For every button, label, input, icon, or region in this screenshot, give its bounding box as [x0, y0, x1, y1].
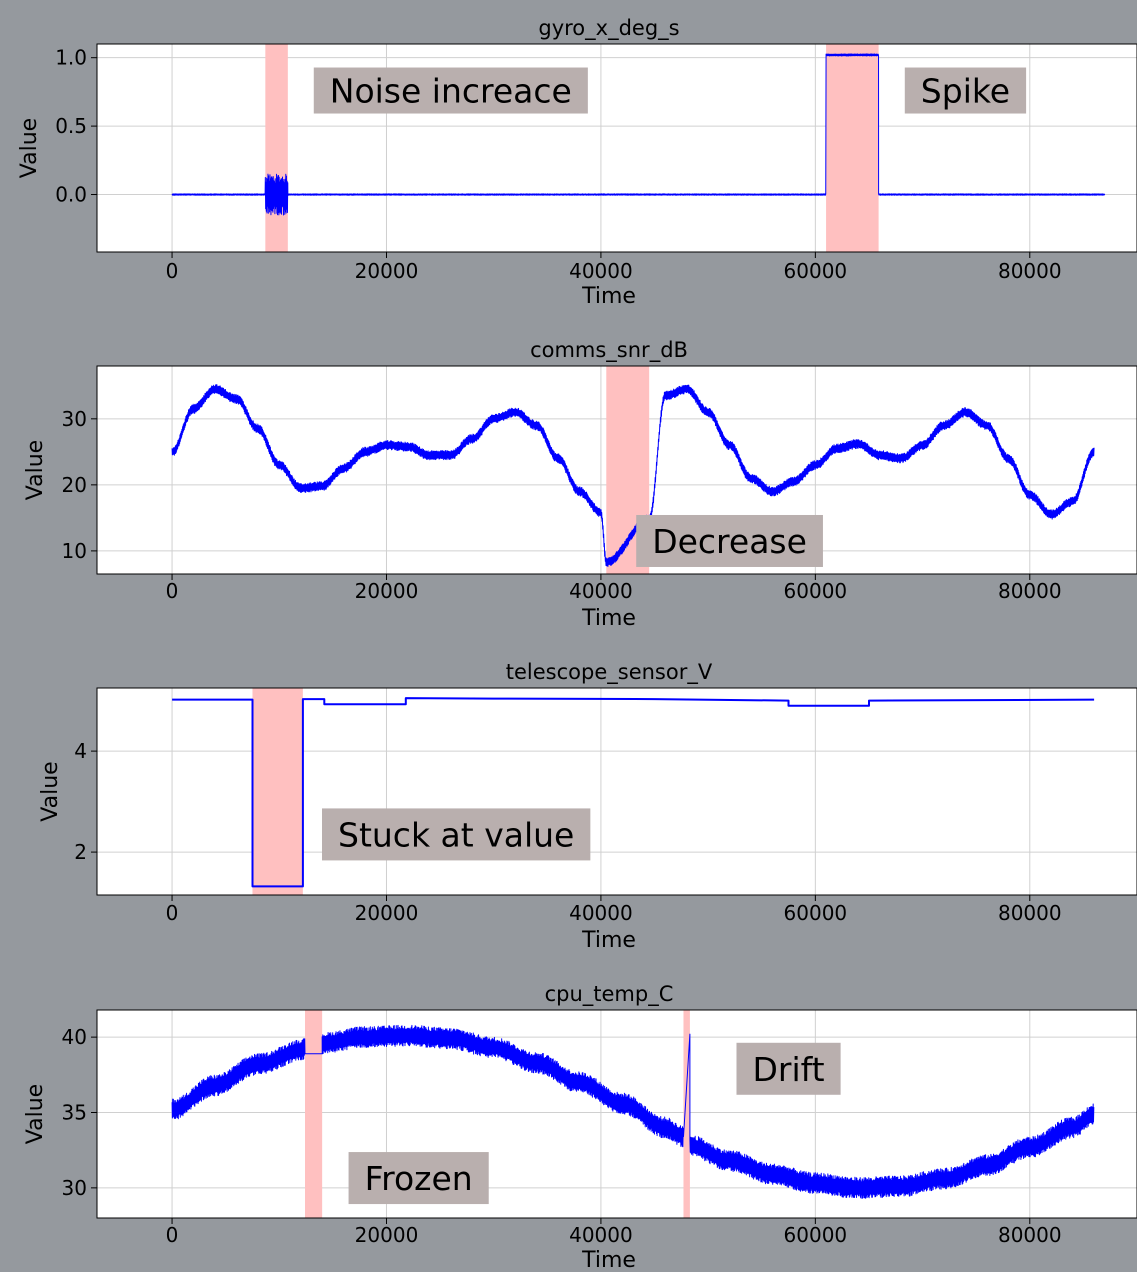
x-tick-label: 60000: [784, 259, 848, 283]
axes-frame: [96, 687, 1137, 896]
anomaly-highlight: [305, 1010, 323, 1218]
y-tick-label: 35: [62, 1100, 87, 1124]
subplot-cpu_temp_C: 0 20000 40000 60000 80000 30 35 40 cpu_temp_C Tim…: [23, 982, 1137, 1272]
annotation-text: Noise increace: [330, 72, 572, 111]
anomaly-highlight: [252, 688, 303, 895]
x-tick-label: 40000: [569, 901, 633, 925]
x-tick-label: 20000: [355, 901, 419, 925]
y-tick-label: 40: [62, 1025, 87, 1049]
annotation-box: [348, 1152, 489, 1205]
y-tick-label: 2: [74, 840, 87, 864]
x-tick-label: 80000: [998, 259, 1062, 283]
anomaly-highlight: [265, 44, 288, 252]
x-tick-label: 40000: [569, 579, 633, 603]
plot-area: [97, 1010, 1137, 1218]
x-tick-label: 60000: [784, 901, 848, 925]
y-tick-label: 0.0: [55, 183, 87, 207]
x-tick-label: 20000: [355, 259, 419, 283]
annotation-label: Frozen: [348, 1152, 489, 1205]
annotation-label: Stuck at value: [322, 808, 591, 861]
y-tick-label: 30: [62, 1176, 87, 1200]
x-tick-label: 80000: [998, 901, 1062, 925]
y-tick-label: 10: [62, 539, 87, 563]
annotation-box: [736, 1042, 841, 1095]
x-tick-label: 0: [166, 1223, 179, 1247]
y-axis-label: Value: [23, 440, 48, 500]
x-tick-label: 40000: [569, 1223, 633, 1247]
annotation-text: Drift: [752, 1050, 824, 1089]
y-tick-label: 0.5: [55, 114, 87, 138]
x-tick-label: 40000: [569, 259, 633, 283]
x-axis-label: Time: [581, 1248, 636, 1272]
annotation-box: [322, 808, 591, 861]
x-tick-label: 20000: [355, 1223, 419, 1247]
annotation-text: Decrease: [652, 522, 807, 561]
series-line: [171, 53, 1106, 216]
x-tick-label: 0: [166, 579, 179, 603]
annotation-label: Noise increace: [313, 67, 588, 114]
axes-frame: [96, 43, 1137, 253]
annotation-label: Spike: [904, 67, 1027, 114]
y-tick-label: 30: [62, 407, 87, 431]
annotation-text: Spike: [921, 72, 1010, 111]
y-tick-label: 20: [62, 473, 87, 497]
annotation-box: [313, 67, 588, 114]
x-tick-label: 60000: [784, 579, 848, 603]
subplot-title: cpu_temp_C: [545, 982, 674, 1007]
x-axis-label: Time: [581, 606, 636, 631]
x-tick-label: 0: [166, 901, 179, 925]
y-tick-label: 4: [74, 739, 87, 763]
subplot-title: comms_snr_dB: [530, 338, 688, 363]
subplot-title: telescope_sensor_V: [506, 660, 713, 685]
x-tick-label: 0: [166, 259, 179, 283]
subplot-gyro_x_deg_s: 0 20000 40000 60000 80000 0.0 0.5 1.0 gyro_x_deg…: [17, 16, 1137, 309]
subplot-comms_snr_dB: 0 20000 40000 60000 80000 10 20 30 comms_snr_dB T…: [23, 338, 1137, 631]
annotation-box: [636, 514, 823, 567]
annotation-text: Frozen: [365, 1159, 473, 1198]
annotation-text: Stuck at value: [338, 815, 574, 854]
x-tick-label: 80000: [998, 1223, 1062, 1247]
y-axis-label: Value: [23, 1084, 48, 1144]
anomaly-highlight: [683, 1010, 690, 1218]
axes-frame: [96, 365, 1137, 575]
x-tick-label: 60000: [784, 1223, 848, 1247]
anomaly-highlight: [826, 44, 879, 252]
x-tick-label: 20000: [355, 579, 419, 603]
y-tick-label: 1.0: [55, 46, 87, 70]
annotation-label: Drift: [736, 1042, 841, 1095]
x-axis-label: Time: [581, 284, 636, 309]
annotation-box: [904, 67, 1027, 114]
subplot-title: gyro_x_deg_s: [538, 16, 679, 41]
axes-frame: [96, 1009, 1137, 1219]
series-line: [171, 384, 1095, 567]
y-axis-label: Value: [38, 761, 63, 821]
annotation-label: Decrease: [636, 514, 823, 567]
y-axis-label: Value: [17, 118, 42, 178]
x-axis-label: Time: [581, 928, 636, 953]
x-tick-label: 80000: [998, 579, 1062, 603]
subplot-telescope_sensor_V: 0 20000 40000 60000 80000 2 4 telescope_sensor_…: [38, 660, 1137, 953]
series-line: [171, 1024, 1095, 1199]
series-line: [172, 697, 1095, 888]
